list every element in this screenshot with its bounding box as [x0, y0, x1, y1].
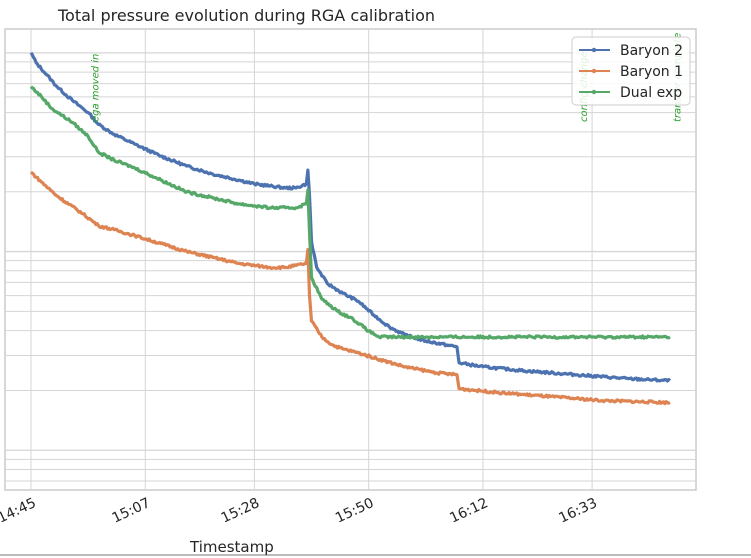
x-tick-label: 15:28: [219, 495, 262, 527]
annotation-0: ega moved in: [91, 54, 102, 122]
x-tick-label: 14:45: [0, 495, 39, 527]
chart-title: Total pressure evolution during RGA cali…: [58, 6, 435, 25]
legend-marker-1: [591, 68, 597, 74]
x-tick-label: 16:12: [447, 495, 490, 527]
series-line-2: [29, 85, 671, 340]
x-axis-label: Timestamp: [190, 538, 274, 556]
legend-label-0: Baryon 2: [620, 43, 683, 59]
legend-marker-2: [591, 89, 597, 95]
x-tick-label: 16:33: [556, 495, 599, 527]
legend-label-1: Baryon 1: [620, 64, 683, 80]
legend-marker-0: [591, 47, 597, 53]
x-tick-label: 15:50: [333, 495, 376, 527]
series-line-0: [29, 51, 672, 383]
legend-box: [571, 36, 691, 106]
plot-area: [4, 28, 697, 491]
series-line-1: [30, 170, 671, 406]
x-tick-label: 15:07: [110, 495, 153, 527]
legend-label-2: Dual exp: [620, 85, 682, 101]
